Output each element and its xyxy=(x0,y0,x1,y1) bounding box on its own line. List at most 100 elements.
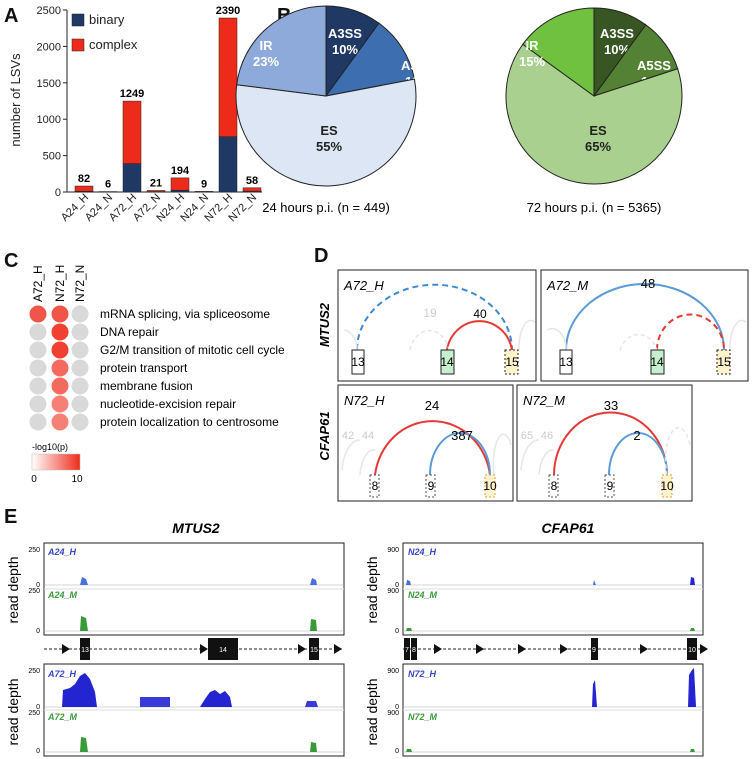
bar-total-label: 1249 xyxy=(120,88,144,100)
d-junction-num: 65 xyxy=(521,430,533,442)
d-junction-num: 2 xyxy=(633,428,640,443)
e-track-label: N24_H xyxy=(408,547,437,557)
y-tick-label: 0 xyxy=(55,187,61,199)
e-track-max: 250 xyxy=(28,547,40,554)
e-exon-label: 13 xyxy=(81,647,89,654)
e-exon-label: 7 xyxy=(405,647,409,654)
pie-slice-label: A3SS xyxy=(328,26,362,41)
e-exon-label: 15 xyxy=(310,647,318,654)
y-tick-label: 1500 xyxy=(37,78,61,90)
legend-complex-label: complex xyxy=(89,37,138,52)
e-gene2-title: CFAP61 xyxy=(542,520,595,536)
e-track-zero: 0 xyxy=(395,582,399,589)
c-column-label: A72_H xyxy=(31,265,45,302)
d-box-n72h: N72_H 42 44 24 387 8 9 10 xyxy=(337,384,514,502)
c-term-label: nucleotide-excision repair xyxy=(100,397,236,411)
color-scale-label: -log10(p) xyxy=(32,442,68,452)
legend-binary-label: binary xyxy=(89,12,125,27)
c-dot xyxy=(29,305,47,323)
bar-total-label: 9 xyxy=(201,178,207,190)
e-right-upper: read depth 900 0 N24_H 900 0 N24_M xyxy=(364,542,704,636)
d-exon-label: 9 xyxy=(607,479,614,493)
bar-complex-N24_N xyxy=(194,191,214,193)
d-exon xyxy=(351,349,365,375)
c-dot xyxy=(71,305,89,323)
pie-slice-value: 10% xyxy=(604,42,630,57)
panel-e-letter: E xyxy=(4,506,17,528)
e-exon xyxy=(208,638,238,660)
bar-total-label: 2390 xyxy=(216,5,240,17)
bar-binary-N72_H xyxy=(218,136,238,193)
c-dot xyxy=(29,341,47,359)
c-term-label: membrane fusion xyxy=(100,379,193,393)
e-ylabel: read depth xyxy=(364,679,380,746)
pie-slice-es xyxy=(505,43,683,185)
pie-slice-label: A5SS xyxy=(637,58,671,73)
e-exon-label: 10 xyxy=(688,647,696,654)
d-exon-label: 13 xyxy=(351,355,365,369)
c-dot xyxy=(71,395,89,413)
pie-slice-label: ES xyxy=(589,123,607,138)
d-exon xyxy=(650,349,665,375)
d-exon-label: 14 xyxy=(440,355,454,369)
color-scale-min: 0 xyxy=(31,474,37,485)
e-track-zero: 0 xyxy=(36,628,40,635)
c-dot xyxy=(29,359,47,377)
pie-slice-value: 10% xyxy=(332,42,358,57)
d-exon-label: 10 xyxy=(660,479,674,493)
d-exon-label: 9 xyxy=(428,479,435,493)
bar-complex-A72_H xyxy=(122,100,142,164)
c-column-label: N72_N xyxy=(73,265,87,302)
e-track-max: 900 xyxy=(387,710,399,717)
d-exon-label: 10 xyxy=(483,479,497,493)
d-box-n72m: N72_M 65 46 33 2 8 9 10 xyxy=(516,384,693,502)
d-box-a72m: A72_M 48 13 14 15 xyxy=(540,269,749,382)
d-exon xyxy=(369,474,380,498)
c-dot xyxy=(71,359,89,377)
bar-complex-A24_H xyxy=(74,185,94,192)
e-track-label: N72_M xyxy=(408,712,438,722)
e-track-label: A24_M xyxy=(47,590,78,600)
pie-slice-es xyxy=(235,78,417,187)
e-right-gene-model: 7 8 9 10 xyxy=(403,638,708,660)
pie-slice-label: IR xyxy=(526,38,540,53)
e-exon-label: 8 xyxy=(412,647,416,654)
c-term-label: G2/M transition of mitotic cell cycle xyxy=(100,343,285,357)
e-track-max: 900 xyxy=(387,547,399,554)
d-exon xyxy=(559,349,573,375)
c-dot xyxy=(51,413,69,431)
e-track-zero: 0 xyxy=(36,748,40,755)
e-left-upper: read depth 250 0 A24_H 250 0 A24_M xyxy=(5,542,345,636)
y-axis-label: number of LSVs xyxy=(8,53,23,147)
d-junction-num: 40 xyxy=(473,307,487,321)
pie-slice-label: ES xyxy=(320,123,338,138)
c-dot xyxy=(71,377,89,395)
bar-total-label: 6 xyxy=(105,179,111,191)
panel-d-letter: D xyxy=(314,245,328,267)
pie-slice-value: 55% xyxy=(316,139,342,154)
e-exon xyxy=(404,638,410,660)
d-box-title: A72_M xyxy=(546,278,588,293)
d-gene1-label: MTUS2 xyxy=(317,302,332,347)
e-track-max: 250 xyxy=(28,588,40,595)
d-gene2-label: CFAP61 xyxy=(317,411,332,460)
legend-binary-swatch xyxy=(71,13,85,27)
c-dot xyxy=(51,359,69,377)
e-track-max: 900 xyxy=(387,668,399,675)
e-track-zero: 0 xyxy=(395,748,399,755)
e-track-label: A24_H xyxy=(47,547,77,557)
d-exon-label: 13 xyxy=(559,355,573,369)
c-dot xyxy=(29,413,47,431)
color-scale-bar xyxy=(31,453,81,471)
d-exon xyxy=(484,474,496,498)
d-junction-num: 46 xyxy=(541,430,553,442)
c-dot xyxy=(51,341,69,359)
e-exon xyxy=(411,638,417,660)
bar-total-label: 58 xyxy=(246,175,258,187)
pie-slice-a5ss xyxy=(324,22,415,97)
e-exon-label: 9 xyxy=(592,647,596,654)
bar-complex-A72_N xyxy=(146,190,166,192)
c-column-label: N72_H xyxy=(53,265,67,302)
d-box-a72h: A72_H 19 40 13 14 15 xyxy=(337,269,537,382)
